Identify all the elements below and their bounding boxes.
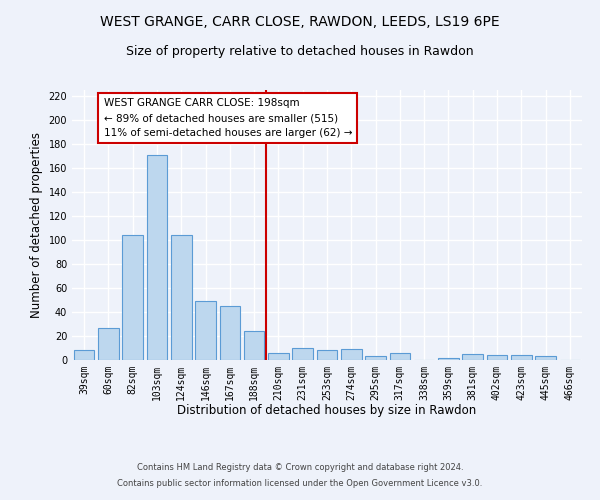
- Text: WEST GRANGE, CARR CLOSE, RAWDON, LEEDS, LS19 6PE: WEST GRANGE, CARR CLOSE, RAWDON, LEEDS, …: [100, 15, 500, 29]
- Bar: [98, 328, 119, 360]
- Bar: [317, 350, 337, 360]
- Bar: [487, 355, 508, 360]
- Bar: [74, 350, 94, 360]
- X-axis label: Distribution of detached houses by size in Rawdon: Distribution of detached houses by size …: [178, 404, 476, 417]
- Text: Size of property relative to detached houses in Rawdon: Size of property relative to detached ho…: [126, 45, 474, 58]
- Bar: [268, 353, 289, 360]
- Bar: [389, 353, 410, 360]
- Bar: [511, 355, 532, 360]
- Bar: [292, 348, 313, 360]
- Text: Contains HM Land Registry data © Crown copyright and database right 2024.: Contains HM Land Registry data © Crown c…: [137, 464, 463, 472]
- Bar: [146, 155, 167, 360]
- Text: WEST GRANGE CARR CLOSE: 198sqm
← 89% of detached houses are smaller (515)
11% of: WEST GRANGE CARR CLOSE: 198sqm ← 89% of …: [104, 98, 352, 138]
- Bar: [365, 356, 386, 360]
- Bar: [220, 306, 240, 360]
- Bar: [341, 349, 362, 360]
- Bar: [535, 356, 556, 360]
- Y-axis label: Number of detached properties: Number of detached properties: [30, 132, 43, 318]
- Bar: [195, 301, 216, 360]
- Bar: [171, 235, 191, 360]
- Bar: [244, 331, 265, 360]
- Text: Contains public sector information licensed under the Open Government Licence v3: Contains public sector information licen…: [118, 478, 482, 488]
- Bar: [463, 354, 483, 360]
- Bar: [438, 358, 459, 360]
- Bar: [122, 235, 143, 360]
